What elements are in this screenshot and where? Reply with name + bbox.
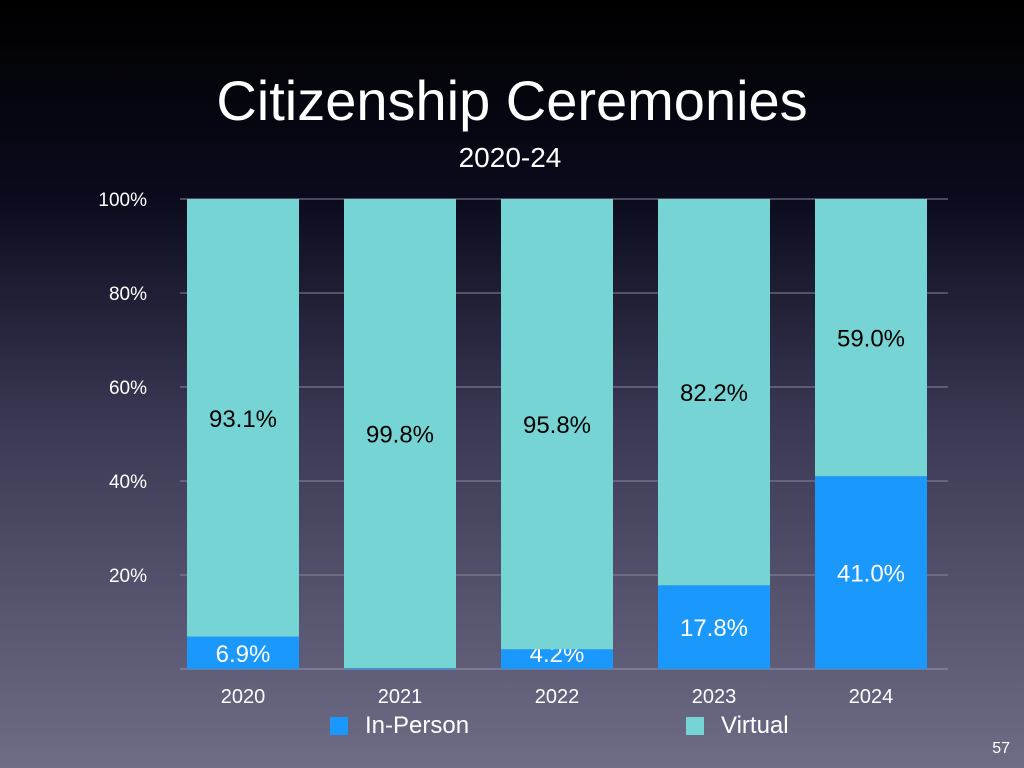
y-tick-label: 80% xyxy=(109,284,147,305)
legend-label-virtual: Virtual xyxy=(721,712,789,739)
x-tick-label: 2023 xyxy=(692,686,737,708)
legend-item-virtual: Virtual xyxy=(686,712,789,740)
data-label: 41.0% xyxy=(837,561,905,588)
x-tick-label: 2022 xyxy=(535,686,580,708)
bar-in-person-2024 xyxy=(815,476,927,669)
data-label: 82.2% xyxy=(680,380,748,407)
bar-virtual-2024 xyxy=(815,199,927,477)
bar-in-person-2021 xyxy=(344,668,456,669)
legend-swatch-in-person xyxy=(330,717,348,735)
bar-virtual-2020 xyxy=(187,199,299,637)
bar-virtual-2021 xyxy=(344,199,456,669)
bar-in-person-2020 xyxy=(187,636,299,669)
bar-virtual-2022 xyxy=(501,199,613,650)
y-tick-label: 20% xyxy=(109,566,147,587)
x-tick-label: 2020 xyxy=(221,686,266,708)
data-label: 59.0% xyxy=(837,326,905,353)
data-label: 95.8% xyxy=(523,412,591,439)
y-tick-label: 100% xyxy=(98,190,147,211)
data-label: 93.1% xyxy=(209,406,277,433)
x-tick-label: 2021 xyxy=(378,686,423,708)
bar-in-person-2023 xyxy=(658,585,770,669)
bar-in-person-2022 xyxy=(501,649,613,669)
legend-item-in-person: In-Person xyxy=(330,712,469,740)
bar-virtual-2023 xyxy=(658,199,770,586)
page-number: 57 xyxy=(992,740,1010,757)
data-label: 17.8% xyxy=(680,615,748,642)
y-tick-label: 40% xyxy=(109,472,147,493)
data-label: 99.8% xyxy=(366,422,434,449)
legend-swatch-virtual xyxy=(686,717,704,735)
slide-subtitle: 2020-24 xyxy=(458,142,562,173)
y-tick-label: 60% xyxy=(109,378,147,399)
slide-title: Citizenship Ceremonies xyxy=(216,69,808,132)
data-label: 6.9% xyxy=(216,641,271,668)
legend-label-in-person: In-Person xyxy=(365,712,470,739)
x-tick-label: 2024 xyxy=(849,686,894,708)
